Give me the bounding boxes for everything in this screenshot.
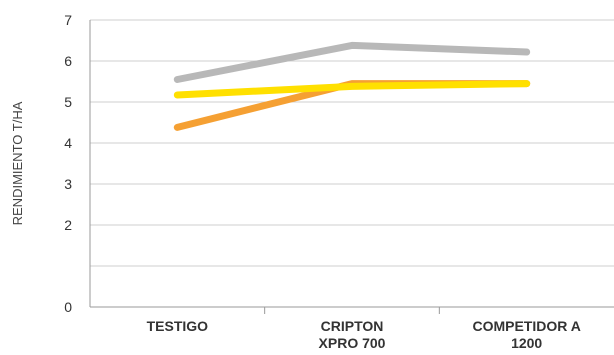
y-tick-label: 5 — [64, 94, 72, 110]
y-tick-label: 0 — [64, 299, 72, 315]
x-category-label: COMPETIDOR A — [472, 318, 580, 334]
y-tick-label: 4 — [64, 135, 72, 151]
gridlines — [90, 19, 614, 267]
y-tick-labels: 0 2 3 4 5 6 7 — [64, 12, 72, 315]
series-line-1 — [173, 41, 531, 83]
y-axis-title: RENDIMIENTO T/HA — [10, 101, 25, 225]
y-tick-label: 6 — [64, 53, 72, 69]
y-tick-label: 2 — [64, 217, 72, 233]
y-tick-label: 7 — [64, 12, 72, 28]
y-tick-label: 3 — [64, 176, 72, 192]
x-category-label: XPRO 700 — [319, 335, 386, 351]
series-lines — [173, 41, 531, 131]
x-category-label: CRIPTON — [321, 318, 384, 334]
axes — [89, 20, 614, 314]
x-category-label: 1200 — [511, 335, 542, 351]
series-line-3 — [173, 80, 531, 99]
x-category-label: TESTIGO — [147, 318, 209, 334]
